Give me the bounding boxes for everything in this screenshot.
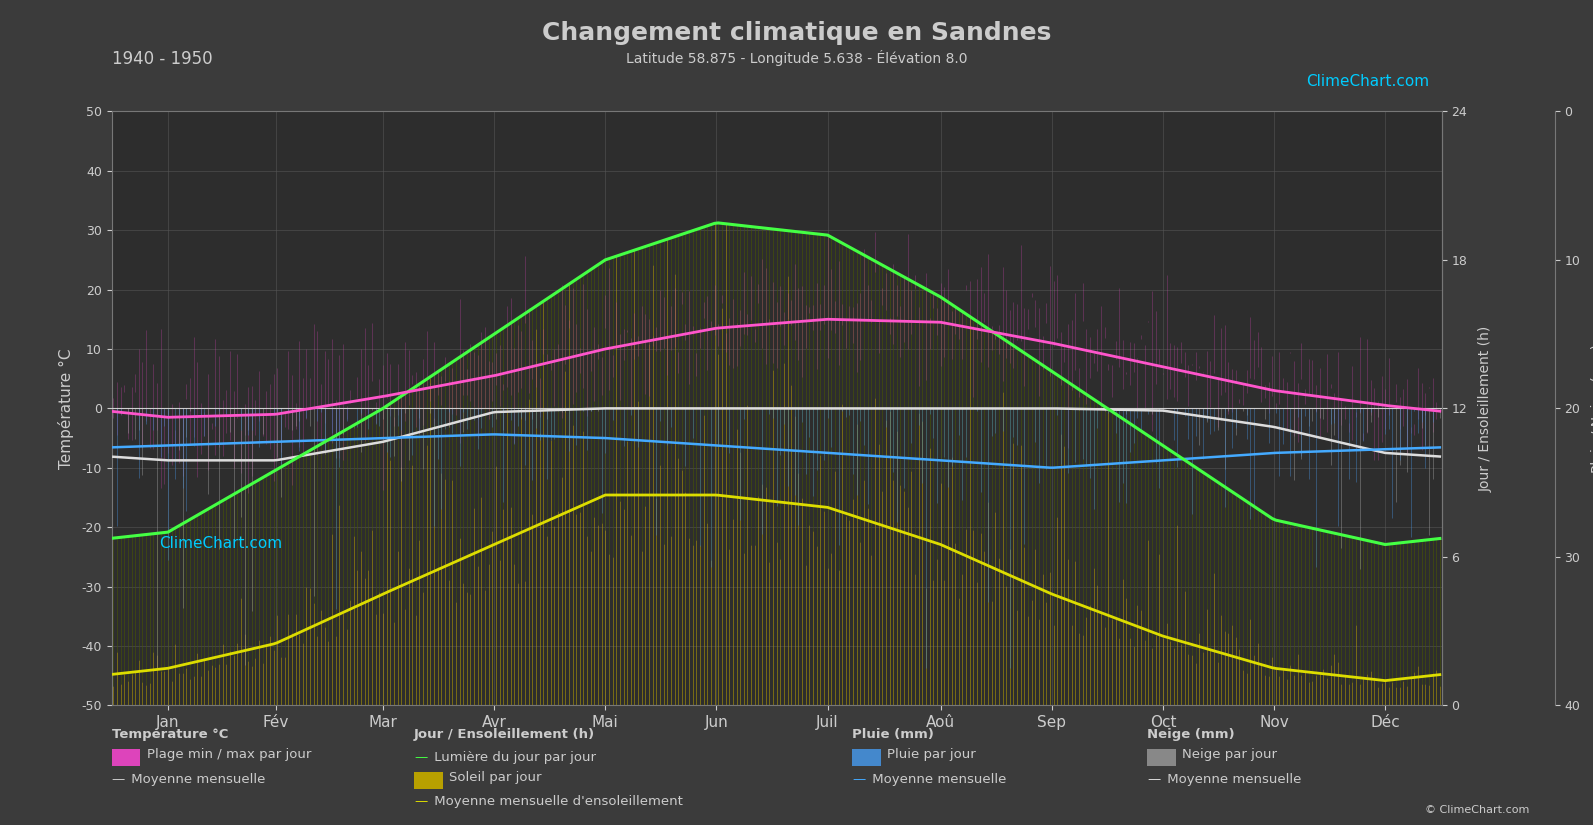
Text: Pluie par jour: Pluie par jour xyxy=(887,748,977,761)
Text: Moyenne mensuelle: Moyenne mensuelle xyxy=(127,773,266,786)
Text: —: — xyxy=(1147,773,1160,786)
Text: © ClimeChart.com: © ClimeChart.com xyxy=(1424,805,1529,815)
Text: Plage min / max par jour: Plage min / max par jour xyxy=(147,748,311,761)
Text: Moyenne mensuelle: Moyenne mensuelle xyxy=(1163,773,1301,786)
Text: Soleil par jour: Soleil par jour xyxy=(449,771,542,785)
Text: 1940 - 1950: 1940 - 1950 xyxy=(112,50,212,68)
Text: —: — xyxy=(852,773,865,786)
Text: ClimeChart.com: ClimeChart.com xyxy=(159,536,282,551)
Text: —: — xyxy=(414,795,427,808)
Text: Pluie (mm): Pluie (mm) xyxy=(852,728,933,741)
Text: Température °C: Température °C xyxy=(112,728,228,741)
Text: Latitude 58.875 - Longitude 5.638 - Élévation 8.0: Latitude 58.875 - Longitude 5.638 - Élév… xyxy=(626,50,967,65)
Text: ClimeChart.com: ClimeChart.com xyxy=(1306,74,1429,89)
Y-axis label: Température °C: Température °C xyxy=(59,348,75,469)
Text: Jour / Ensoleillement (h): Jour / Ensoleillement (h) xyxy=(414,728,596,741)
Text: —: — xyxy=(112,773,124,786)
Text: Changement climatique en Sandnes: Changement climatique en Sandnes xyxy=(542,21,1051,45)
Text: Lumière du jour par jour: Lumière du jour par jour xyxy=(430,751,596,764)
Y-axis label: Jour / Ensoleillement (h): Jour / Ensoleillement (h) xyxy=(1478,325,1493,492)
Text: Moyenne mensuelle d'ensoleillement: Moyenne mensuelle d'ensoleillement xyxy=(430,795,683,808)
Text: Moyenne mensuelle: Moyenne mensuelle xyxy=(868,773,1007,786)
Text: Neige par jour: Neige par jour xyxy=(1182,748,1278,761)
Text: Neige (mm): Neige (mm) xyxy=(1147,728,1235,741)
Text: —: — xyxy=(414,751,427,764)
